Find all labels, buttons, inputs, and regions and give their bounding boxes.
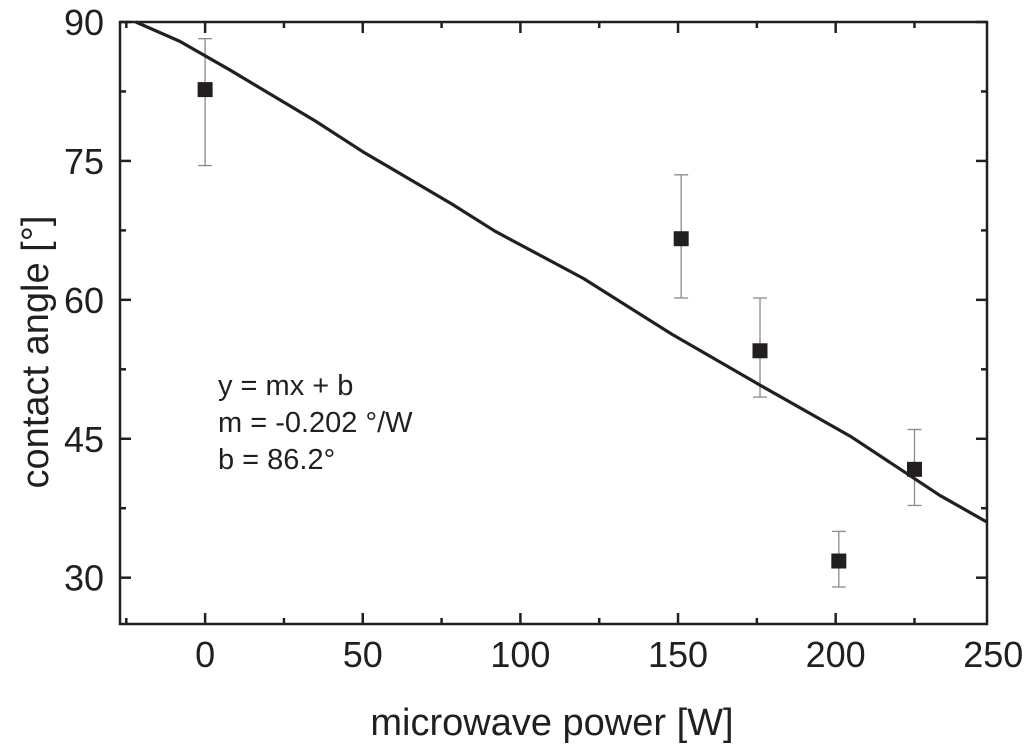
x-tick-label: 250: [963, 634, 1023, 675]
data-point: [906, 461, 922, 477]
y-tick-label: 90: [64, 2, 104, 43]
y-tick-label: 60: [64, 280, 104, 321]
y-axis-title: contact angle [°]: [15, 216, 57, 489]
y-tick-label: 30: [64, 558, 104, 599]
x-tick-label: 150: [648, 634, 708, 675]
plot-frame: [118, 20, 989, 626]
x-tick-label: 200: [806, 634, 866, 675]
x-axis-title: microwave power [W]: [370, 702, 733, 744]
x-tick-label: 100: [490, 634, 550, 675]
x-tick-label: 0: [195, 634, 215, 675]
y-tick-label: 45: [64, 419, 104, 460]
data-point: [673, 231, 689, 247]
labels: y = mx + b m = -0.202 °/W b = 86.2° micr…: [15, 216, 734, 744]
fit-line: [135, 20, 988, 524]
data-point: [752, 343, 768, 359]
annotation-line-1: y = mx + b: [218, 370, 353, 402]
data-point: [197, 82, 213, 98]
data-points: [197, 82, 922, 569]
annotation-line-2: m = -0.202 °/W: [218, 407, 413, 439]
axes: 0 50 100 150 200 250 30 45 60 75 90: [64, 2, 1023, 675]
y-tick-label: 75: [64, 141, 104, 182]
fit-line-group: [135, 20, 988, 524]
annotation-line-3: b = 86.2°: [218, 444, 335, 476]
x-tick-label: 50: [343, 634, 383, 675]
data-point: [831, 553, 847, 569]
error-bars: [198, 38, 922, 588]
